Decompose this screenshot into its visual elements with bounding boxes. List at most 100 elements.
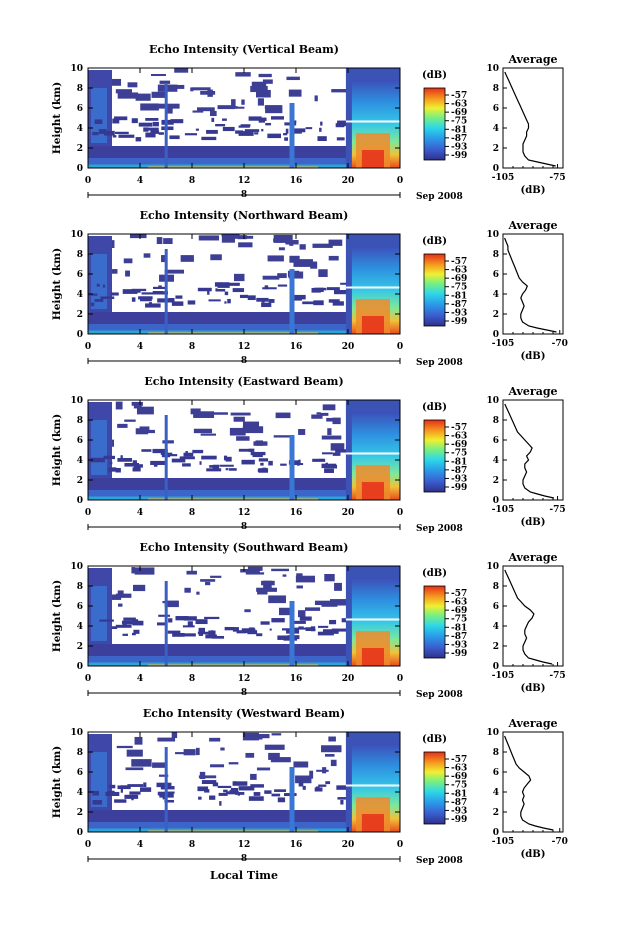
date-day-label: 8 [241, 688, 247, 698]
profile-y-tick-label: 0 [493, 828, 499, 838]
y-tick-label: 10 [70, 562, 83, 572]
colorbar-unit: (dB) [422, 568, 447, 579]
date-label: Sep 2008 [416, 192, 463, 202]
profile-y-tick-label: 4 [493, 456, 499, 466]
profile-y-tick-label: 2 [493, 310, 499, 320]
colorbar-tick-label: -99 [451, 815, 467, 825]
colorbar [423, 585, 446, 659]
profile-y-tick-label: 8 [493, 84, 499, 94]
colorbar-unit: (dB) [422, 734, 447, 745]
colorbar-tick-label: -69 [451, 440, 467, 450]
colorbar-tick-label: -69 [451, 108, 467, 118]
profile-x-tick-label: -105 [492, 505, 515, 515]
x-tick-label: 0 [85, 840, 91, 850]
x-tick-label: 0 [397, 674, 403, 684]
x-tick-label: 8 [189, 674, 195, 684]
colorbar-tick-label: -69 [451, 274, 467, 284]
profile-y-tick-label: 0 [493, 330, 499, 340]
colorbar-tick-label: -93 [451, 806, 467, 816]
x-tick-label: 0 [85, 674, 91, 684]
colorbar-tick-label: -75 [451, 283, 467, 293]
colorbar-tick-label: -87 [451, 798, 467, 808]
colorbar-tick-label: -93 [451, 142, 467, 152]
y-tick-label: 8 [77, 582, 83, 592]
profile-y-tick-label: 4 [493, 788, 499, 798]
profile-line [504, 71, 556, 167]
y-tick-label: 6 [77, 104, 83, 114]
colorbar-tick-label: -99 [451, 649, 467, 659]
profile-title: Average [507, 385, 557, 398]
x-tick-label: 16 [290, 508, 303, 518]
colorbar-tick-label: -63 [451, 598, 467, 608]
colorbar-unit: (dB) [422, 402, 447, 413]
x-tick-label: 4 [137, 840, 143, 850]
x-tick-label: 16 [290, 342, 303, 352]
colorbar-tick-label: -63 [451, 764, 467, 774]
y-axis-label: Height (km) [51, 82, 63, 154]
x-tick-label: 12 [238, 508, 251, 518]
colorbar-tick-label: -93 [451, 640, 467, 650]
profile-x-tick-label: -70 [552, 837, 568, 847]
colorbar-unit: (dB) [422, 236, 447, 247]
profile-x-tick-label: -75 [549, 505, 565, 515]
colorbar [423, 253, 446, 327]
profile-x-tick-label: -105 [492, 671, 515, 681]
y-tick-label: 10 [70, 396, 83, 406]
profile-y-tick-label: 2 [493, 476, 499, 486]
profile-y-tick-label: 2 [493, 808, 499, 818]
x-tick-label: 0 [85, 508, 91, 518]
x-tick-label: 16 [290, 674, 303, 684]
profile-frame [502, 731, 564, 833]
profile-y-tick-label: 8 [493, 748, 499, 758]
x-tick-label: 8 [189, 840, 195, 850]
date-label: Sep 2008 [416, 690, 463, 700]
heatmap-field [88, 400, 400, 500]
echo-panel-0: Echo Intensity (Vertical Beam) Height (km… [51, 43, 566, 202]
profile-y-tick-label: 10 [486, 64, 499, 74]
y-tick-label: 8 [77, 84, 83, 94]
profile-x-label: (dB) [521, 683, 546, 694]
profile-y-tick-label: 6 [493, 436, 499, 446]
profile-x-label: (dB) [521, 517, 546, 528]
y-tick-label: 10 [70, 728, 83, 738]
colorbar-tick-label: -69 [451, 772, 467, 782]
profile-y-tick-label: 8 [493, 582, 499, 592]
profile-frame [502, 399, 564, 501]
panel-title: Echo Intensity (Vertical Beam) [149, 43, 339, 56]
date-label: Sep 2008 [416, 524, 463, 534]
colorbar-tick-label: -63 [451, 100, 467, 110]
y-axis-label: Height (km) [51, 746, 63, 818]
colorbar-tick-label: -75 [451, 781, 467, 791]
x-tick-label: 20 [342, 176, 355, 186]
y-tick-label: 10 [70, 64, 83, 74]
local-time-label: Local Time [210, 869, 278, 882]
profile-x-label: (dB) [521, 185, 546, 196]
heatmap-field [88, 234, 400, 334]
colorbar-tick-label: -81 [451, 789, 467, 799]
profile-y-tick-label: 4 [493, 290, 499, 300]
average-profile-1: Average 0 2 4 6 8 10 -105 -70 (dB) [486, 219, 567, 362]
colorbar-tick-label: -63 [451, 432, 467, 442]
y-tick-label: 2 [77, 476, 83, 486]
profile-title: Average [507, 717, 557, 730]
colorbar-tick-label: -93 [451, 308, 467, 318]
profile-frame [502, 233, 564, 335]
colorbar-tick-label: -87 [451, 466, 467, 476]
date-day-label: 8 [241, 190, 247, 200]
average-profile-3: Average 0 2 4 6 8 10 -105 -75(dB) [486, 551, 565, 694]
x-tick-label: 4 [137, 342, 143, 352]
profile-x-tick-label: -75 [549, 173, 565, 183]
colorbar-tick-label: -75 [451, 117, 467, 127]
x-tick-label: 20 [342, 508, 355, 518]
x-tick-label: 0 [397, 840, 403, 850]
profile-line [504, 735, 554, 831]
y-tick-label: 4 [77, 290, 83, 300]
profile-y-tick-label: 6 [493, 602, 499, 612]
colorbar-tick-label: -99 [451, 483, 467, 493]
colorbar-tick-label: -57 [451, 257, 467, 267]
date-day-label: 8 [241, 854, 247, 864]
colorbar [423, 87, 446, 161]
profile-y-tick-label: 8 [493, 416, 499, 426]
date-label: Sep 2008 [416, 856, 463, 866]
